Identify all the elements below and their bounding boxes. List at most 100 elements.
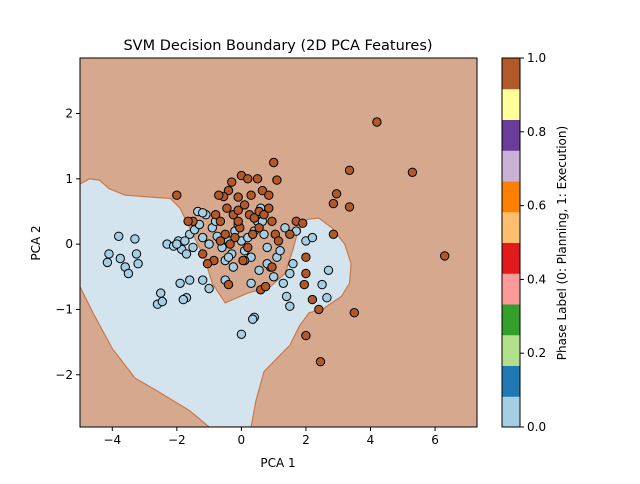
scatter-point: [299, 279, 309, 290]
scatter-point: [285, 268, 295, 279]
scatter-point: [344, 202, 355, 212]
scatter-point: [328, 229, 339, 240]
y-tick-label: −1: [55, 302, 73, 316]
scatter-point: [239, 200, 250, 210]
scatter-point: [264, 190, 274, 200]
scatter-point: [252, 174, 263, 184]
plot-area: [80, 58, 477, 427]
scatter-point: [198, 249, 208, 259]
colorbar-tick-label: 0.2: [527, 346, 546, 360]
scatter-point: [104, 249, 114, 259]
scatter-point: [172, 239, 182, 249]
colorbar-segment: [502, 150, 520, 182]
scatter-point: [227, 177, 237, 187]
scatter-point: [131, 249, 142, 259]
scatter-point: [225, 239, 235, 249]
scatter-point: [254, 265, 264, 275]
plot-frame: [79, 57, 478, 428]
colorbar-segment: [502, 88, 520, 120]
scatter-point: [198, 232, 208, 243]
scatter-point: [307, 232, 318, 243]
scatter-point: [180, 236, 190, 246]
x-axis-label: PCA 1: [260, 456, 295, 470]
scatter-point: [372, 117, 382, 127]
scatter-point: [223, 252, 234, 262]
colorbar-tick-label: 0.4: [527, 272, 546, 286]
scatter-point: [198, 275, 208, 285]
scatter-point: [243, 242, 253, 253]
scatter-point: [204, 239, 214, 249]
scatter-point: [233, 205, 243, 215]
scatter-point: [267, 216, 277, 227]
scatter-point: [317, 279, 327, 290]
scatter-point: [246, 278, 256, 288]
scatter-point: [228, 262, 239, 272]
scatter-point: [223, 185, 234, 196]
scatter-point: [215, 216, 226, 227]
scatter-point: [259, 210, 269, 220]
scatter-point: [130, 234, 140, 244]
scatter-point: [328, 198, 339, 209]
scatter-point: [331, 189, 342, 199]
scatter-point: [233, 216, 243, 227]
scatter-point: [298, 218, 308, 228]
scatter-point: [220, 229, 230, 240]
scatter-point: [275, 246, 285, 256]
scatter-point: [233, 192, 243, 202]
scatter-point: [315, 357, 326, 367]
y-tick-label: −2: [55, 368, 73, 382]
scatter-point: [222, 203, 232, 213]
scatter-point: [114, 231, 124, 242]
scatter-point: [198, 208, 208, 218]
scatter-point: [269, 157, 279, 168]
scatter-point: [230, 232, 240, 243]
colorbar-tick-label: 0.8: [527, 125, 546, 139]
scatter-point: [185, 275, 195, 285]
scatter-point: [264, 203, 274, 213]
scatter-point: [133, 259, 143, 269]
scatter-point: [123, 268, 134, 279]
scatter-point: [280, 223, 290, 233]
scatter-point: [202, 259, 213, 269]
colorbar-segment: [502, 334, 520, 366]
colorbar-tick-label: 1.0: [527, 51, 546, 65]
scatter-point: [188, 242, 198, 253]
scatter-point: [260, 281, 271, 292]
decision-region-class-0: [80, 178, 352, 427]
scatter-point: [440, 251, 450, 261]
scatter-point: [181, 249, 192, 259]
y-axis-label: PCA 2: [29, 225, 43, 260]
scatter-point: [407, 167, 418, 178]
scatter-point: [323, 265, 334, 275]
scatter-point: [157, 296, 168, 307]
colorbar-segment: [502, 304, 520, 336]
scatter-point: [301, 268, 311, 279]
scatter-point: [215, 236, 226, 246]
scatter-point: [257, 185, 268, 196]
scatter-point: [262, 242, 272, 253]
y-tick-label: 0: [65, 237, 73, 251]
scatter-point: [115, 253, 126, 264]
x-tick-label: −4: [103, 433, 121, 447]
colorbar-frame: [501, 57, 521, 428]
colorbar-tick-label: 0.6: [527, 199, 546, 213]
colorbar-tick-label: 0.0: [527, 420, 546, 434]
scatter-point: [272, 175, 282, 185]
scatter-point: [281, 291, 292, 302]
colorbar-segment: [502, 273, 520, 305]
scatter-point: [210, 210, 221, 220]
scatter-point: [314, 304, 324, 315]
scatter-point: [248, 229, 258, 240]
scatter-point: [172, 190, 182, 200]
colorbar-segment: [502, 119, 520, 151]
scatter-point: [307, 294, 318, 305]
scatter-point: [204, 283, 214, 294]
scatter-point: [301, 252, 311, 262]
scatter-point: [349, 308, 359, 318]
x-tick-label: 4: [367, 433, 375, 447]
colorbar-segment: [502, 211, 520, 243]
colorbar-segment: [502, 365, 520, 397]
scatter-point: [248, 314, 258, 324]
scatter-point: [249, 213, 260, 223]
